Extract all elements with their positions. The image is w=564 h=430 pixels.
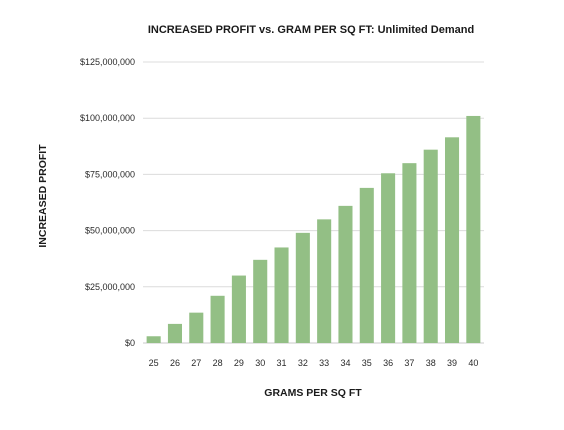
- y-tick-label: $100,000,000: [80, 113, 135, 123]
- bar: [338, 205, 353, 343]
- x-axis-title: GRAMS PER SQ FT: [264, 387, 362, 399]
- bar: [210, 295, 225, 343]
- y-tick-label: $25,000,000: [85, 282, 135, 292]
- x-tick-label: 26: [170, 358, 180, 368]
- bars: [146, 115, 481, 344]
- bar: [402, 163, 417, 343]
- x-tick-label: 36: [383, 358, 393, 368]
- x-tick-label: 30: [255, 358, 265, 368]
- bar: [359, 187, 374, 343]
- x-tick-label: 28: [213, 358, 223, 368]
- y-tick-label: $0: [125, 338, 135, 348]
- bar: [295, 232, 310, 343]
- y-axis-title: INCREASED PROFIT: [37, 144, 49, 248]
- x-tick-label: 29: [234, 358, 244, 368]
- bar: [167, 323, 183, 343]
- x-tick-label: 37: [404, 358, 414, 368]
- x-tick-label: 31: [277, 358, 287, 368]
- bar: [231, 275, 246, 343]
- bar: [423, 149, 438, 343]
- bar: [444, 137, 460, 343]
- x-tick-label: 25: [149, 358, 159, 368]
- y-tick-label: $125,000,000: [80, 57, 135, 67]
- x-tick-label: 38: [426, 358, 436, 368]
- y-axis-ticks: $0 $25,000,000 $50,000,000 $75,000,000 $100,…: [80, 57, 135, 348]
- x-tick-label: 32: [298, 358, 308, 368]
- x-tick-label: 35: [362, 358, 372, 368]
- x-axis-ticks: 25 26 27 28 29 30 31 32 33 34 35 36 37 38 39 40: [149, 358, 479, 368]
- x-tick-label: 33: [319, 358, 329, 368]
- y-tick-label: $75,000,000: [85, 169, 135, 179]
- bar: [253, 259, 268, 343]
- x-tick-label: 40: [468, 358, 478, 368]
- bar: [317, 219, 332, 343]
- bar: [274, 247, 289, 343]
- bar: [146, 336, 161, 343]
- x-tick-label: 39: [447, 358, 457, 368]
- bar: [466, 115, 481, 344]
- bar: [381, 173, 396, 343]
- y-tick-label: $50,000,000: [85, 226, 135, 236]
- bar: [189, 312, 204, 343]
- x-tick-label: 27: [191, 358, 201, 368]
- x-tick-label: 34: [340, 358, 350, 368]
- chart-title: INCREASED PROFIT vs. GRAM PER SQ FT: Unl…: [148, 24, 474, 36]
